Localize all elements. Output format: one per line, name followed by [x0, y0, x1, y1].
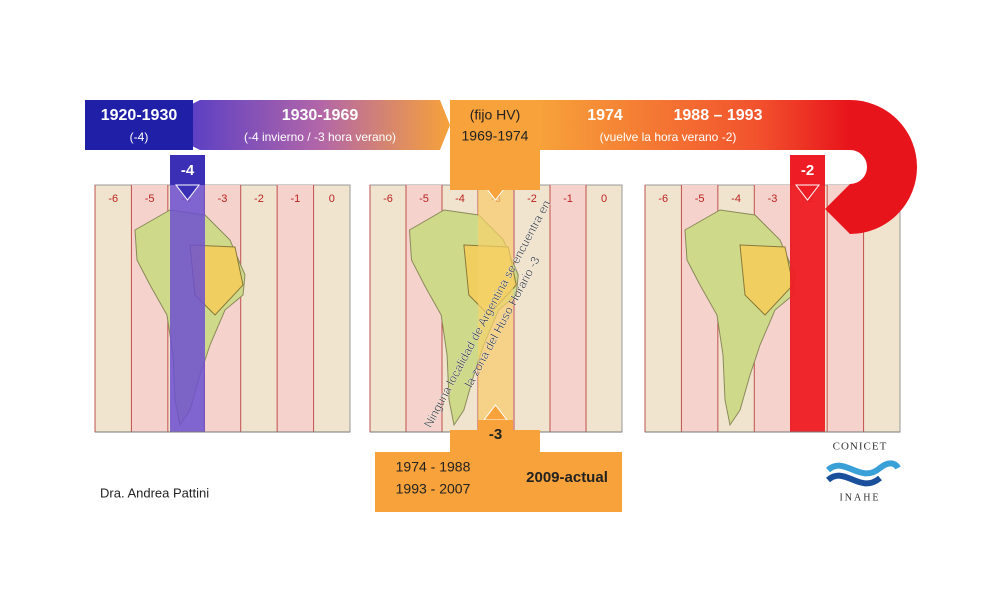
time-band [170, 185, 205, 432]
zone-label: -5 [419, 193, 429, 205]
period-note: (-4 invierno / -3 hora verano) [244, 130, 396, 144]
time-band [478, 185, 513, 432]
footer-period: 1993 - 2007 [396, 481, 471, 497]
period-title: 1974 [587, 107, 623, 124]
period-title: 1920-1930 [101, 107, 178, 124]
period-box [85, 100, 193, 150]
author: Dra. Andrea Pattini [100, 485, 209, 500]
period-note: (-4) [130, 130, 149, 144]
zone-marker [478, 420, 513, 450]
zone-marker-label: -4 [181, 162, 195, 179]
period-title: 1969-1974 [462, 128, 529, 144]
zone-marker [170, 155, 205, 185]
zone-label: -6 [383, 193, 393, 205]
zone-label: -5 [695, 193, 705, 205]
hook-arrow [848, 100, 917, 234]
zone-label: -5 [145, 193, 155, 205]
period-note: (fijo HV) [470, 107, 521, 123]
period-title: 1930-1969 [282, 107, 359, 124]
hook-arrow-head [825, 184, 850, 234]
period-arrow [190, 100, 450, 150]
zone-stripe [277, 185, 314, 432]
zone-label: -6 [108, 193, 118, 205]
zone-label: -4 [455, 193, 465, 205]
zone-label: -1 [290, 193, 300, 205]
zone-marker-label: -3 [489, 426, 502, 443]
zone-label: -4 [731, 193, 741, 205]
logo-bottom: INAHE [839, 492, 880, 503]
footer-period: 1974 - 1988 [396, 459, 471, 475]
logo-wave [826, 460, 901, 477]
footer-current: 2009-actual [526, 469, 608, 486]
logo-wave [826, 472, 882, 487]
zone-marker [790, 155, 825, 185]
time-band [790, 185, 825, 432]
logo-top: CONICET [833, 441, 888, 453]
country [739, 244, 794, 316]
zone-label: -3 [218, 193, 228, 205]
marker-arrow [174, 184, 201, 201]
zone-label: -6 [658, 193, 668, 205]
zone-marker-label: -2 [801, 162, 814, 179]
marker-arrow [794, 184, 821, 201]
maps: -6-5-4-3-2-10-4-6-5-4-3-2-10-3-6-5-4-3-2… [94, 155, 901, 433]
period-note: (vuelve la hora verano -2) [600, 130, 737, 144]
zone-label: -3 [768, 193, 778, 205]
zone-label: -2 [527, 193, 537, 205]
footer-box [375, 452, 622, 512]
period-title: 1988 – 1993 [674, 107, 763, 124]
zone-label: 0 [601, 193, 607, 205]
zone-label: 0 [329, 193, 335, 205]
zone-label: -2 [254, 193, 264, 205]
period-arrow [540, 100, 850, 150]
period-box [450, 100, 540, 190]
zone-label: -1 [563, 193, 573, 205]
zone-stripe [550, 185, 586, 432]
